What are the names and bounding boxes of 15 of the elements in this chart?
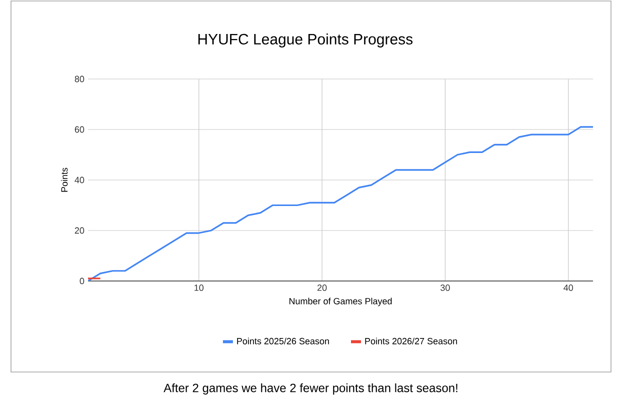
legend-label: Points 2026/27 Season: [365, 338, 457, 344]
x-axis-title: Number of Games Played: [289, 298, 392, 306]
y-axis-title: Points: [60, 168, 68, 192]
y-tick-label: 40: [74, 176, 84, 184]
y-tick-label: 0: [80, 278, 84, 284]
x-tick-label: 30: [440, 284, 450, 291]
y-tick-label: 80: [74, 76, 84, 82]
x-tick-label: 40: [564, 284, 574, 291]
x-tick-label: 20: [317, 284, 327, 291]
text: After 2 games we have 2 fewer points than last season!: [164, 383, 458, 395]
chart-title: HYUFC League Points Progress: [198, 33, 413, 48]
y-tick-label: 60: [74, 126, 84, 133]
x-tick-label: 10: [194, 284, 204, 291]
legend-label: Points 2025/26 Season: [237, 338, 329, 344]
y-tick-label: 20: [74, 227, 84, 234]
